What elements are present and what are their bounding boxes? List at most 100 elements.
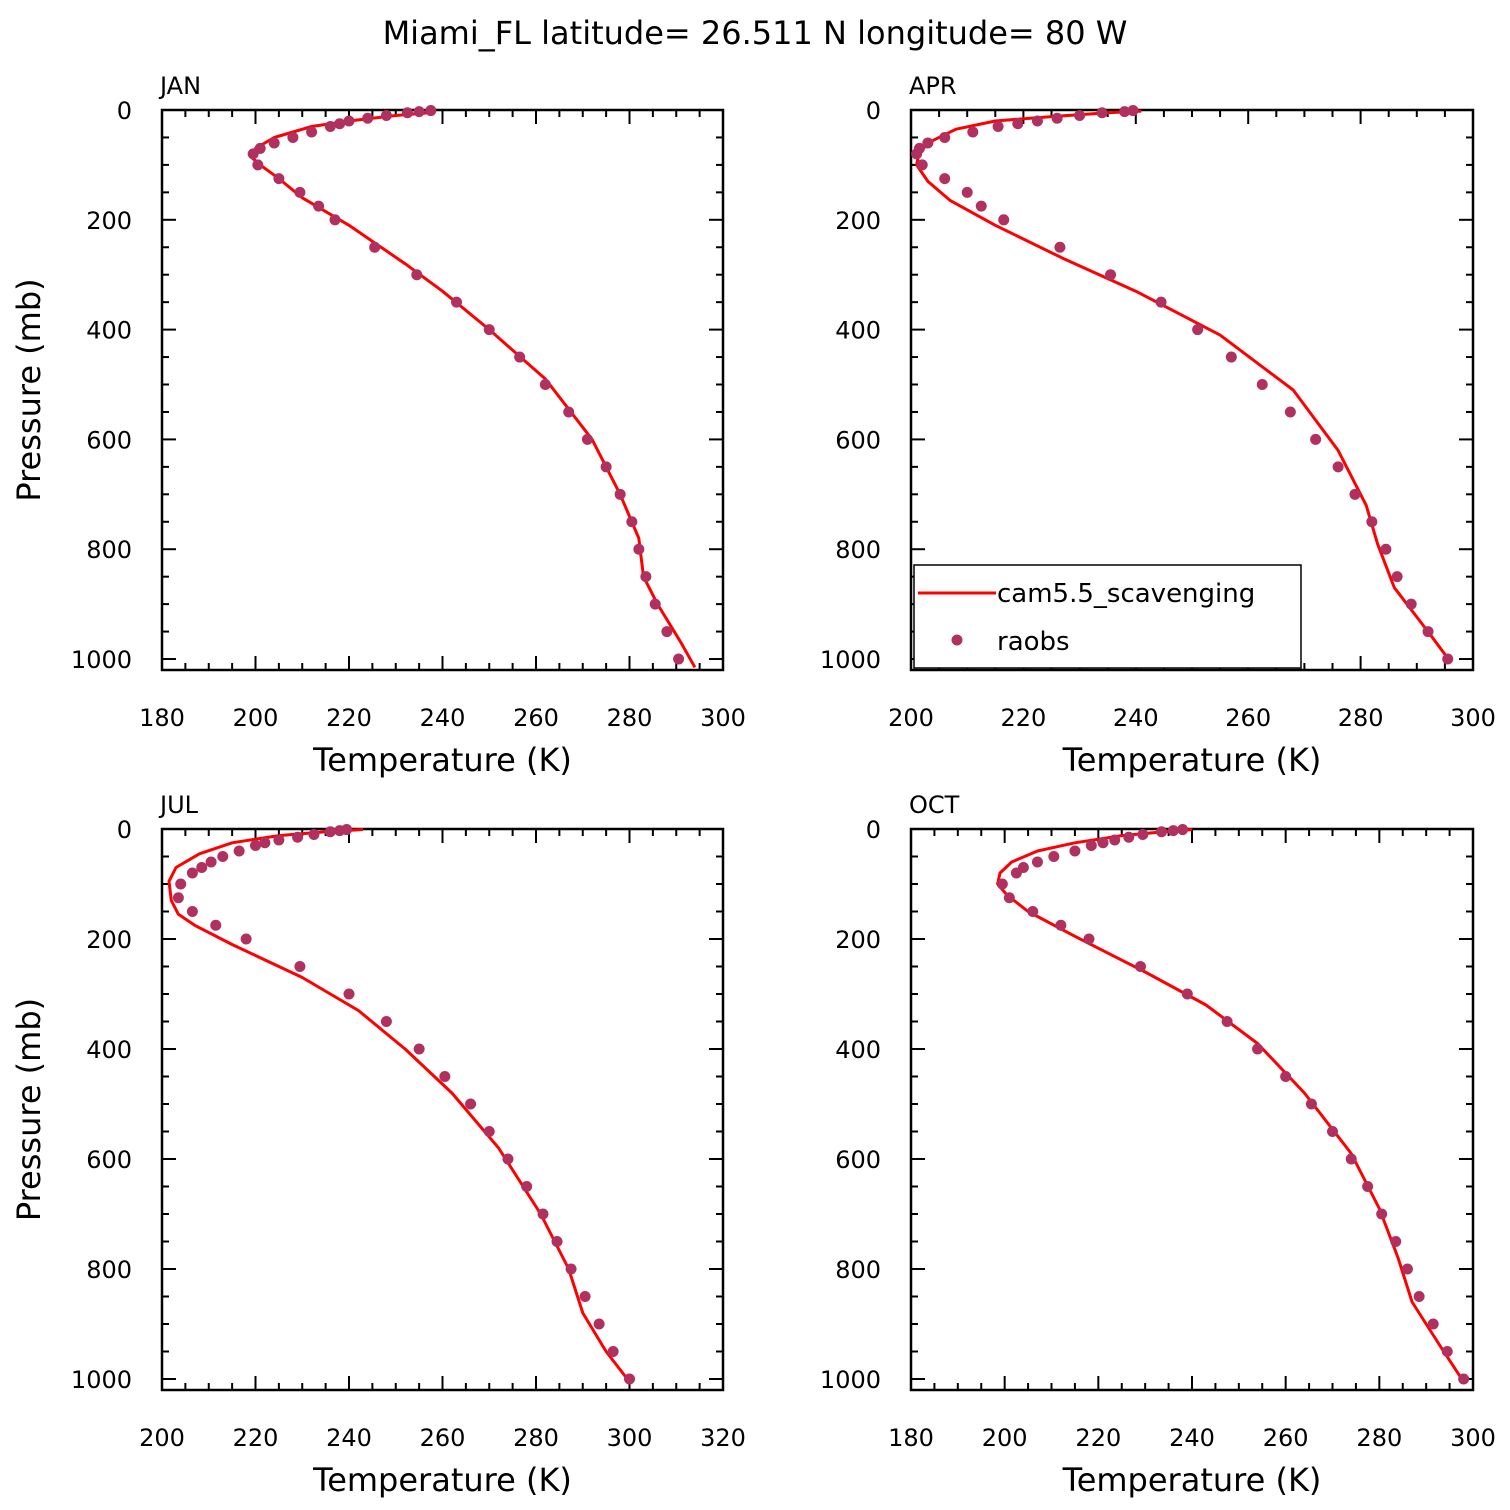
raobs-marker xyxy=(1054,241,1066,253)
y-tick-label: 600 xyxy=(835,426,881,454)
panel-apr: 200 220 240 260 280 300 0 200 400 600 800 1000 APR Te… xyxy=(820,72,1496,779)
y-tick-label: 200 xyxy=(86,207,132,235)
raobs-marker xyxy=(1096,107,1108,119)
raobs-marker xyxy=(362,112,374,124)
raobs-marker xyxy=(939,131,951,143)
raobs-marker xyxy=(1225,351,1237,363)
y-axis-label: Pressure (mb) xyxy=(10,998,48,1221)
raobs-marker xyxy=(1003,892,1015,904)
panel-label: APR xyxy=(909,72,957,100)
raobs-marker xyxy=(1280,1071,1292,1082)
raobs-marker xyxy=(607,1346,619,1357)
raobs-marker xyxy=(1427,1318,1439,1330)
raobs-marker xyxy=(1349,488,1361,500)
y-tick-label: 800 xyxy=(835,536,881,564)
raobs-marker xyxy=(1137,829,1149,840)
y-tick-label: 600 xyxy=(86,1146,132,1174)
y-tick-label: 0 xyxy=(866,97,881,125)
x-tick-label: 180 xyxy=(139,704,185,732)
raobs-marker xyxy=(521,1181,533,1192)
raobs-marker xyxy=(1221,1016,1233,1027)
x-tick-label: 240 xyxy=(420,704,466,732)
y-tick-label: 0 xyxy=(866,816,881,844)
raobs-marker xyxy=(939,173,951,185)
raobs-marker xyxy=(1310,433,1322,445)
raobs-marker xyxy=(380,1016,392,1027)
raobs-marker xyxy=(673,653,685,665)
panel-label: JUL xyxy=(158,791,199,819)
plot-frame xyxy=(909,827,1475,1392)
raobs-marker xyxy=(614,488,626,500)
y-tick-label: 400 xyxy=(835,317,881,345)
y-tick-label: 1000 xyxy=(820,646,881,674)
panel-oct: 180 200 220 240 260 280 300 0 200 400 600 800 1000 OC… xyxy=(820,791,1496,1499)
raobs-marker xyxy=(252,159,264,171)
raobs-marker xyxy=(1256,379,1268,391)
raobs-marker xyxy=(1031,856,1043,868)
raobs-marker xyxy=(324,826,336,838)
x-tick-label: 300 xyxy=(700,704,746,732)
raobs-marker xyxy=(565,1263,577,1275)
x-tick-label: 260 xyxy=(420,1424,466,1452)
raobs-marker xyxy=(334,825,346,837)
raobs-marker xyxy=(537,1208,549,1220)
raobs-marker xyxy=(1012,118,1024,130)
raobs-marker xyxy=(247,148,259,160)
raobs-marker xyxy=(579,1291,591,1302)
x-tick-label: 220 xyxy=(1000,704,1046,732)
legend-obs-label: raobs xyxy=(997,627,1070,657)
raobs-marker xyxy=(343,115,355,127)
raobs-marker xyxy=(1362,1181,1374,1192)
figure-title: Miami_FL latitude= 26.511 N longitude= 8… xyxy=(383,14,1128,52)
model-line-oct xyxy=(996,828,1465,1383)
y-tick-label: 600 xyxy=(86,426,132,454)
raobs-marker xyxy=(1422,626,1434,638)
raobs-marker xyxy=(1192,324,1204,336)
raobs-marker xyxy=(514,351,526,363)
x-tick-label: 260 xyxy=(1225,704,1271,732)
raobs-marker xyxy=(380,109,392,121)
raobs-marker xyxy=(451,296,463,308)
raobs-marker xyxy=(439,1071,451,1082)
raobs-marker xyxy=(250,840,261,851)
x-tick-label: 320 xyxy=(700,1424,746,1452)
raobs-marker xyxy=(600,461,612,473)
x-tick-label: 220 xyxy=(326,704,372,732)
raobs-marker xyxy=(1442,653,1454,665)
raobs-marker xyxy=(210,919,222,931)
y-tick-label: 200 xyxy=(86,926,132,954)
raobs-marker xyxy=(1097,837,1109,849)
raobs-marker xyxy=(308,829,320,840)
panel-label: OCT xyxy=(909,791,960,819)
raobs-marker xyxy=(1127,105,1139,117)
raobs-marker xyxy=(1155,296,1167,308)
raobs-marker xyxy=(425,105,437,117)
raobs-marker xyxy=(1167,825,1179,837)
raobs-marker xyxy=(1177,824,1189,836)
x-tick-label: 300 xyxy=(1450,1424,1496,1452)
raobs-marker xyxy=(1380,543,1392,555)
raobs-marker xyxy=(1083,933,1095,945)
x-tick-label: 200 xyxy=(139,1424,185,1452)
x-tick-label: 200 xyxy=(888,704,934,732)
raobs-marker xyxy=(294,186,306,198)
plot-frame xyxy=(160,108,725,672)
x-axis-label: Temperature (K) xyxy=(1062,1461,1322,1499)
raobs-marker xyxy=(369,241,381,253)
y-tick-label: 0 xyxy=(117,97,132,125)
raobs-marker xyxy=(624,1373,635,1385)
raobs-marker xyxy=(1055,919,1067,931)
raobs-marker xyxy=(1109,834,1121,846)
raobs-marker xyxy=(1134,961,1146,972)
raobs-marker xyxy=(563,406,575,418)
raobs-marker xyxy=(483,324,495,336)
raobs-marker xyxy=(1441,1346,1453,1357)
raobs-marker xyxy=(240,933,252,945)
raobs-marker xyxy=(186,867,198,879)
raobs-marker xyxy=(268,137,280,149)
x-axis-label: Temperature (K) xyxy=(1062,741,1322,779)
raobs-marker xyxy=(1345,1153,1357,1165)
x-tick-label: 280 xyxy=(1338,704,1384,732)
raobs-marker xyxy=(287,131,299,143)
